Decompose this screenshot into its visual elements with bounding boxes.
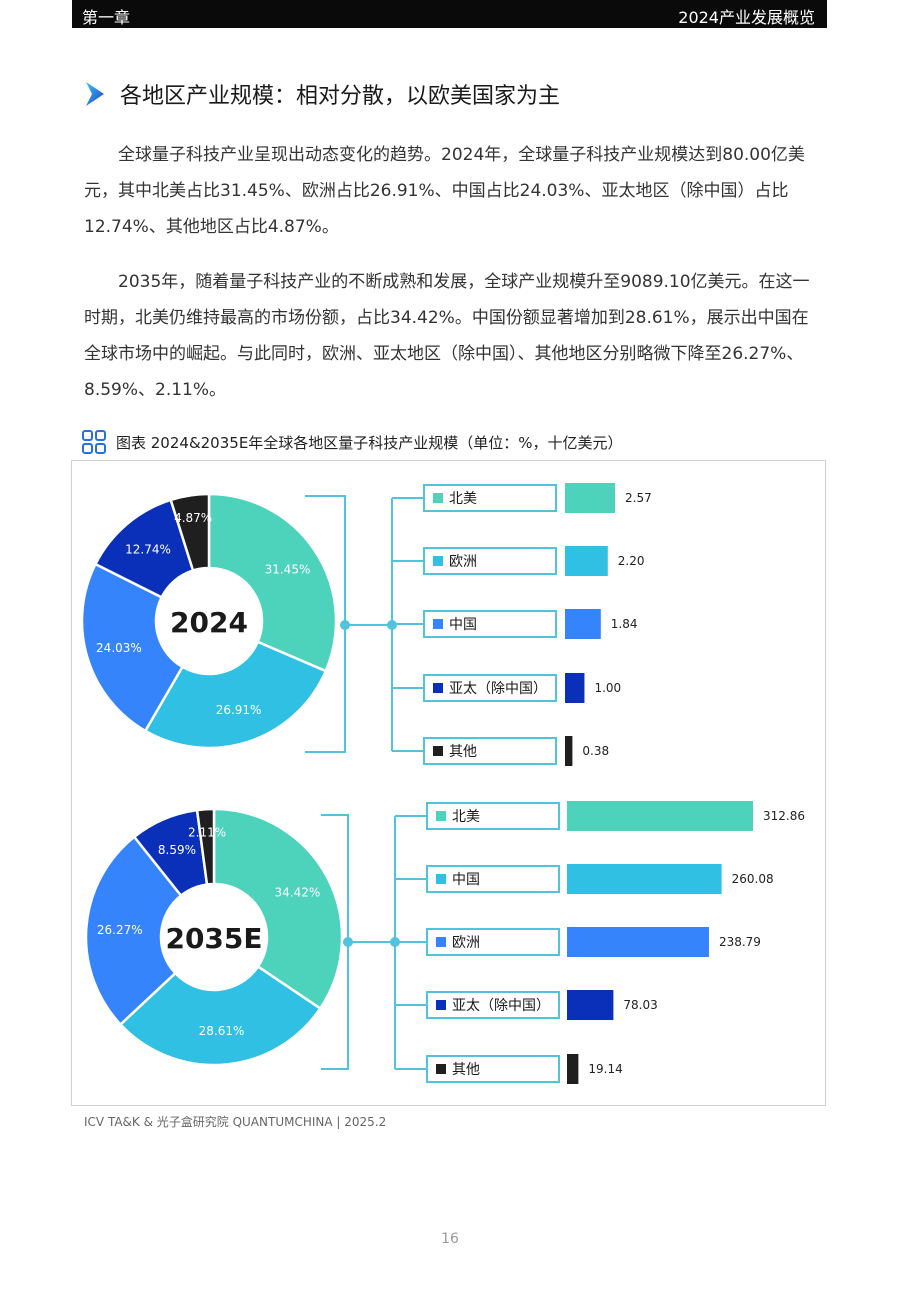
bar-value-label: 1.00 [594, 681, 621, 695]
report-title: 2024产业发展概览 [678, 8, 815, 27]
bar-value-label: 238.79 [719, 935, 761, 949]
legend-box [426, 1055, 560, 1083]
bar [567, 1054, 579, 1084]
slice-label: 24.03% [96, 641, 142, 655]
legend-swatch [436, 874, 446, 884]
legend-label: 欧洲 [452, 935, 480, 951]
bar [565, 736, 573, 766]
donut-center-label: 2035E [165, 922, 262, 955]
slice-label: 4.87% [174, 511, 212, 525]
figure-title-text: 图表 2024&2035E年全球各地区量子科技产业规模（单位：%，十亿美元） [116, 433, 623, 452]
section-title: 各地区产业规模：相对分散，以欧美国家为主 [84, 78, 560, 110]
bar [565, 483, 615, 513]
paragraph-2: 2035年，随着量子科技产业的不断成熟和发展，全球产业规模升至9089.10亿美… [84, 272, 810, 400]
bar-value-label: 312.86 [763, 809, 805, 823]
source-note: ICV TA&K & 光子盒研究院 QUANTUMCHINA | 2025.2 [84, 1115, 387, 1129]
bar-value-label: 2.20 [618, 554, 645, 568]
bar-value-label: 19.14 [588, 1062, 622, 1076]
donut-center-label: 2024 [170, 606, 248, 639]
figure-title: 图表 2024&2035E年全球各地区量子科技产业规模（单位：%，十亿美元） [82, 430, 623, 454]
page-header: 第一章 2024产业发展概览 [72, 0, 827, 28]
legend-box [423, 484, 557, 512]
legend-label: 北美 [452, 809, 480, 825]
bar-value-label: 2.57 [625, 491, 652, 505]
donut-hole [161, 884, 267, 990]
legend-label: 其他 [452, 1062, 480, 1078]
slice-label: 28.61% [199, 1024, 245, 1038]
legend-label: 欧洲 [449, 554, 477, 570]
section-title-text: 各地区产业规模：相对分散，以欧美国家为主 [120, 84, 561, 109]
legend-box [423, 547, 557, 575]
region-chart: 31.45% 26.91% 24.03% 12.74% 4.87% 2024 北美 2.57 欧… [80, 483, 805, 1084]
legend-swatch [433, 493, 443, 503]
legend-swatch [436, 811, 446, 821]
bar-value-label: 260.08 [732, 872, 774, 886]
legend-label: 中国 [449, 617, 477, 633]
bar [567, 927, 709, 957]
slice-label: 26.27% [97, 923, 143, 937]
paragraph-1: 全球量子科技产业呈现出动态变化的趋势。2024年，全球量子科技产业规模达到80.… [84, 145, 805, 237]
legend-box [426, 928, 560, 956]
legend-label: 亚太（除中国） [452, 998, 550, 1014]
legend-box [423, 674, 557, 702]
slice-label: 12.74% [125, 542, 171, 556]
bar [565, 673, 585, 703]
legend-label: 中国 [452, 872, 480, 888]
legend-label: 其他 [449, 744, 477, 760]
grid-icon [82, 430, 106, 454]
legend-swatch [433, 683, 443, 693]
page-number: 16 [441, 1231, 459, 1247]
bar [565, 609, 601, 639]
legend-swatch [433, 746, 443, 756]
legend-box [426, 865, 560, 893]
bar [567, 990, 614, 1020]
chart-frame: 31.45% 26.91% 24.03% 12.74% 4.87% 2024 北美 2.57 欧… [71, 460, 826, 1106]
bar [567, 801, 753, 831]
legend-box [426, 802, 560, 830]
slice-label: 2.11% [188, 826, 226, 840]
bar-value-label: 1.84 [611, 617, 638, 631]
slice-label: 26.91% [216, 703, 262, 717]
legend-swatch [436, 1064, 446, 1074]
legend-swatch [436, 937, 446, 947]
slice-label: 8.59% [158, 843, 196, 857]
connector-dot [343, 937, 353, 947]
legend-box [426, 991, 560, 1019]
legend-swatch [436, 1000, 446, 1010]
bar-value-label: 78.03 [623, 998, 657, 1012]
bar [565, 546, 608, 576]
connector-dot [340, 620, 350, 630]
slice-label: 31.45% [265, 562, 311, 576]
legend-swatch [433, 556, 443, 566]
slice-label: 34.42% [275, 886, 321, 900]
chevron-right-icon [86, 82, 104, 106]
chapter-label: 第一章 [82, 8, 131, 27]
legend-swatch [433, 619, 443, 629]
legend-box [423, 737, 557, 765]
bar-value-label: 0.38 [582, 744, 609, 758]
legend-box [423, 610, 557, 638]
bar [567, 864, 722, 894]
legend-label: 北美 [449, 491, 477, 507]
donut-hole [156, 568, 262, 674]
legend-label: 亚太（除中国） [449, 681, 547, 697]
